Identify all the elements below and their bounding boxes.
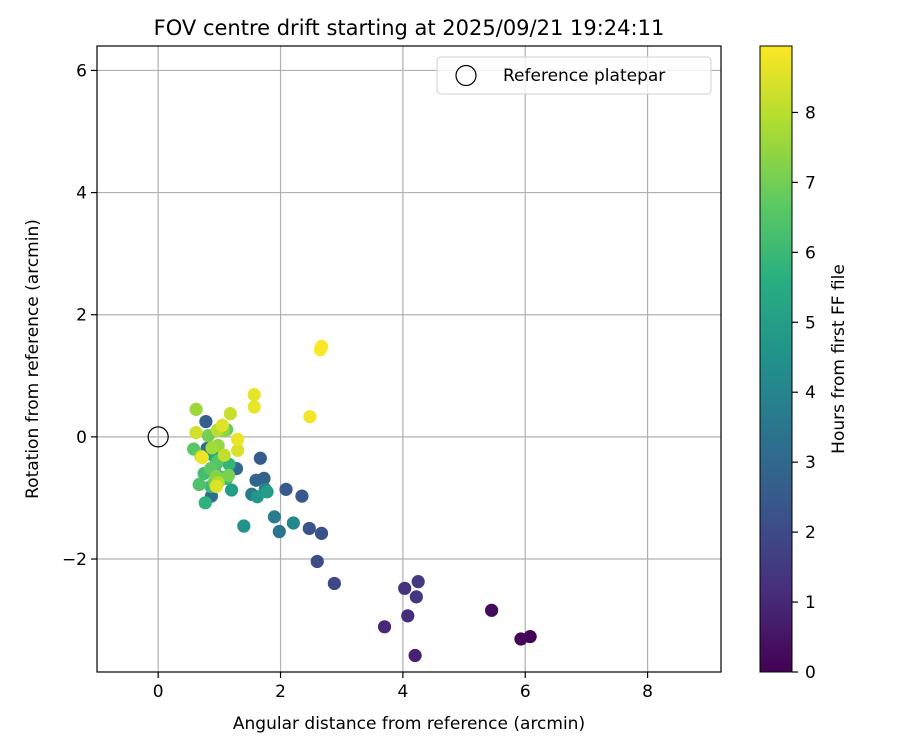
data-point (189, 402, 203, 416)
y-tick-label: 6 (76, 61, 87, 81)
y-tick-label: 2 (76, 306, 87, 326)
data-point (408, 648, 422, 663)
data-point (310, 554, 324, 569)
data-point (409, 590, 423, 604)
colorbar-tick-label: 1 (805, 593, 816, 613)
data-point (401, 609, 415, 623)
x-tick-label: 8 (642, 682, 653, 702)
data-point (249, 473, 263, 487)
x-axis-label: Angular distance from reference (arcmin) (233, 714, 585, 734)
data-point (199, 415, 213, 429)
data-point (205, 441, 219, 455)
chart-title: FOV centre drift starting at 2025/09/21 … (154, 16, 665, 40)
y-tick-label: 4 (76, 184, 87, 204)
colorbar-tick-label: 3 (805, 453, 816, 473)
data-point (237, 519, 251, 533)
data-point (250, 490, 264, 504)
data-point (302, 521, 316, 536)
colorbar-tick-label: 4 (805, 383, 816, 403)
data-point (272, 524, 286, 539)
data-point (221, 468, 236, 482)
data-point (192, 477, 206, 492)
colorbar-tick-label: 5 (805, 313, 816, 333)
colorbar: 0 1 2 3 4 5 6 7 8 Hours from first FF file (759, 45, 849, 683)
reference-platepar-marker (147, 426, 169, 448)
reference-layer (147, 426, 169, 448)
legend-box (436, 56, 712, 95)
data-point (411, 575, 425, 589)
data-point (514, 632, 528, 646)
data-point (313, 342, 327, 357)
x-tick-label: 0 (153, 682, 164, 702)
data-point (286, 516, 300, 530)
data-point (231, 443, 245, 457)
data-point (303, 410, 317, 424)
data-point (253, 451, 267, 465)
data-point (217, 448, 231, 462)
data-point (295, 489, 309, 503)
colorbar-label: Hours from first FF file (829, 264, 849, 454)
colorbar-gradient (759, 45, 793, 673)
data-point (209, 479, 223, 493)
legend: Reference platepar (436, 56, 712, 95)
data-point (223, 407, 237, 421)
data-points (187, 339, 537, 663)
data-point (314, 526, 329, 540)
x-tick-label: 2 (275, 682, 286, 702)
plot-frame (96, 45, 722, 673)
legend-marker-icon (455, 64, 477, 87)
colorbar-tick-label: 7 (805, 173, 816, 193)
data-point (231, 432, 245, 446)
data-point (198, 496, 212, 510)
data-point (377, 620, 392, 634)
colorbar-tick-label: 0 (805, 663, 816, 683)
data-point (247, 400, 261, 414)
y-tick-label: −2 (62, 550, 87, 570)
data-point (189, 425, 203, 440)
data-point (484, 603, 499, 617)
colorbar-tick-label: 6 (805, 243, 816, 263)
colorbar-tick-label: 2 (805, 523, 816, 543)
x-tick-label: 4 (397, 682, 408, 702)
data-point (398, 581, 412, 595)
y-axis-ticks: −2 0 2 4 6 (62, 61, 97, 570)
x-tick-label: 6 (520, 682, 531, 702)
colorbar-ticks: 0 1 2 3 4 5 6 7 8 (792, 103, 816, 683)
data-point (224, 483, 239, 497)
data-point (195, 451, 209, 465)
data-point (267, 510, 282, 524)
data-point (215, 418, 230, 432)
grid (97, 46, 721, 672)
y-axis-label: Rotation from reference (arcmin) (23, 219, 43, 499)
legend-label: Reference platepar (503, 66, 665, 86)
x-axis-ticks: 0 2 4 6 8 (153, 672, 653, 702)
colorbar-tick-label: 8 (805, 103, 816, 123)
y-tick-label: 0 (76, 428, 87, 448)
data-point (327, 576, 341, 591)
data-point (279, 482, 293, 496)
data-point (247, 388, 261, 402)
data-point (260, 485, 274, 499)
